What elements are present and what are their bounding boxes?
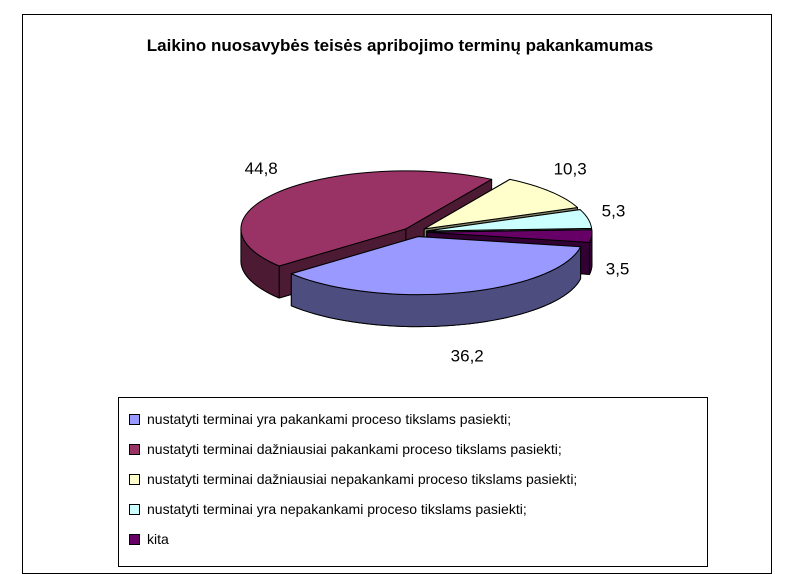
slice (426, 229, 593, 243)
legend-label: nustatyti terminai dažniausiai pakankami… (147, 441, 562, 457)
legend-swatch (129, 413, 140, 425)
data-label: 44,8 (245, 159, 278, 178)
slice (426, 209, 593, 232)
legend-label: nustatyti terminai yra pakankami proceso… (147, 411, 512, 427)
legend-swatch (129, 503, 140, 515)
legend-label: kita (147, 531, 169, 547)
data-label: 3,5 (606, 260, 630, 279)
legend-label: nustatyti terminai yra nepakankami proce… (147, 501, 527, 517)
data-label: 36,2 (451, 346, 484, 365)
legend-item: nustatyti terminai dažniausiai pakankami… (119, 434, 707, 464)
data-label: 5,3 (602, 201, 626, 220)
legend-swatch (129, 533, 140, 545)
legend-swatch (129, 473, 140, 485)
slice (423, 178, 579, 230)
legend-item: kita (119, 524, 707, 554)
chart-title: Laikino nuosavybės teisės apribojimo ter… (146, 36, 654, 55)
data-label: 10,3 (554, 160, 587, 179)
legend-swatch (129, 443, 140, 455)
slice (290, 236, 582, 296)
legend-item: nustatyti terminai yra pakankami proceso… (119, 404, 707, 434)
legend: nustatyti terminai yra pakankami proceso… (118, 397, 708, 567)
legend-item: nustatyti terminai dažniausiai nepakanka… (119, 464, 707, 494)
legend-item: nustatyti terminai yra nepakankami proce… (119, 494, 707, 524)
slice (240, 170, 493, 267)
legend-label: nustatyti terminai dažniausiai nepakanka… (147, 471, 578, 487)
